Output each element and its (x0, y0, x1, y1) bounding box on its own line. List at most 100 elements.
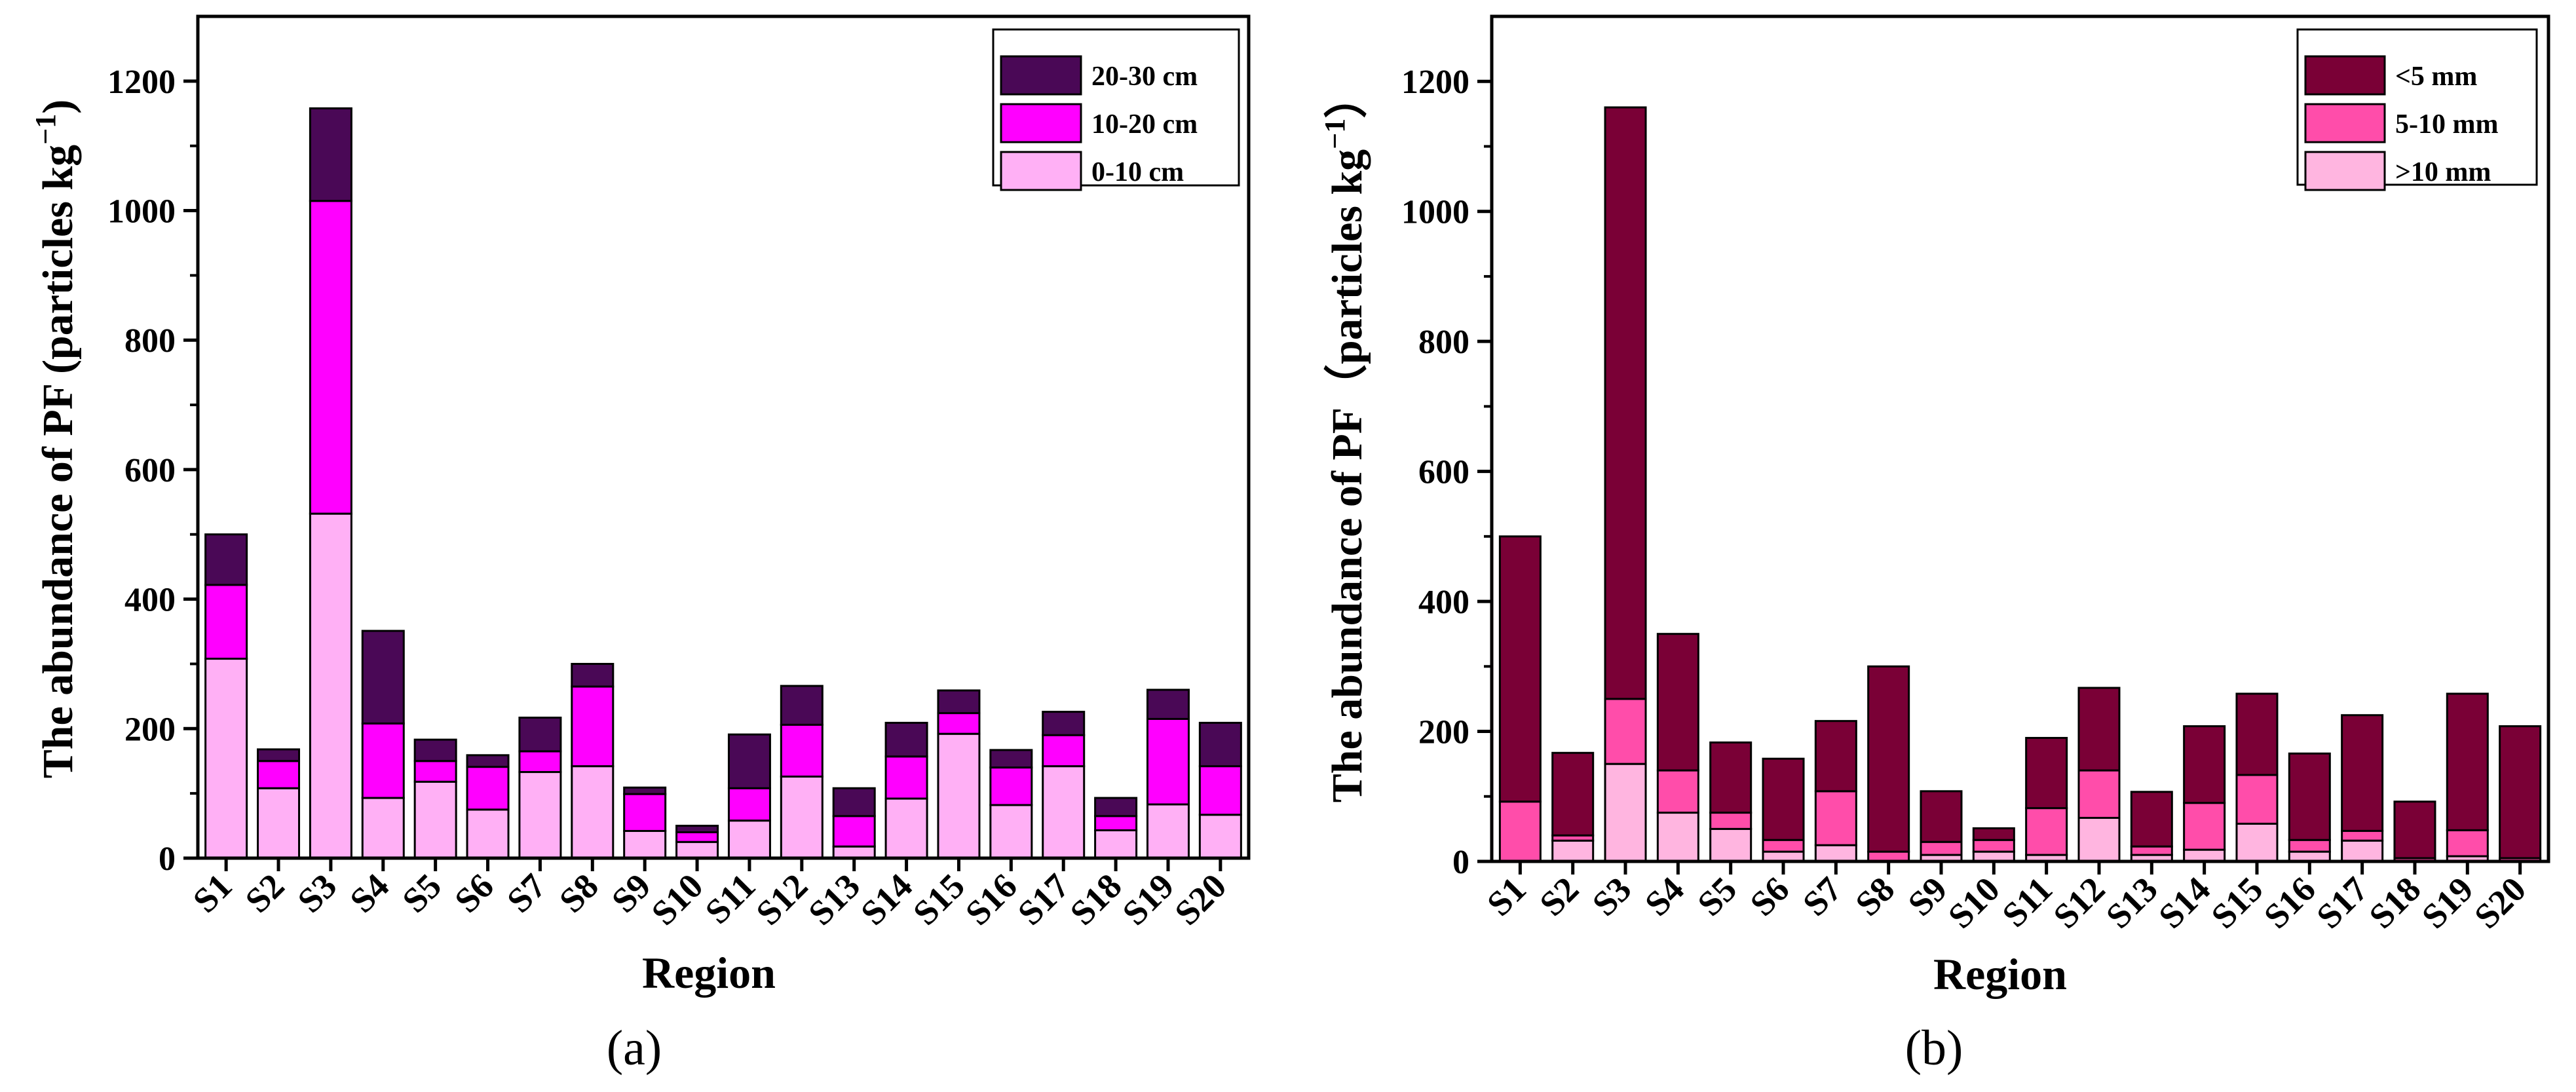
panel-a-bar-s19-series-2 (1146, 688, 1190, 720)
panel-a-bar-s11-series-2 (727, 733, 771, 789)
panel-b-bar-s12-series-2 (2077, 687, 2121, 772)
panel-b-bar-s1-series-1 (1498, 800, 1542, 863)
panel-a-bar-s17-series-2 (1042, 711, 1086, 736)
panel-a-legend-swatch (1000, 151, 1082, 191)
panel-a-bar-s12-series-0 (780, 775, 824, 859)
panel-a-x-tick-label-s7: S7 (499, 866, 554, 920)
panel-b-x-tick-label-s15: S15 (2204, 869, 2271, 936)
panel-a-bar-s15-series-1 (937, 712, 981, 735)
panel-b-bar-s16-series-1 (2288, 838, 2331, 853)
panel-b-bar-s8-series-2 (1867, 665, 1910, 853)
panel-a-bar-s14-series-1 (884, 755, 928, 800)
panel-b-x-tick-label-s4: S4 (1637, 869, 1692, 924)
panel-b-x-tick-label-s6: S6 (1743, 869, 1797, 924)
panel-a-bar-s6-series-2 (466, 754, 510, 768)
panel-a-x-tick-label-s19: S19 (1115, 866, 1182, 933)
panel-b-bar-s5-series-0 (1709, 827, 1752, 863)
panel-a-y-tick-label: 400 (124, 582, 176, 619)
panel-b-bar-s13-series-1 (2130, 845, 2173, 856)
panel-b-bar-s6-series-1 (1762, 838, 1805, 853)
panel-a-bar-s12-series-2 (780, 685, 824, 726)
panel-b-bar-s7-series-2 (1814, 720, 1857, 793)
panel-b-bar-s13-series-2 (2130, 791, 2173, 848)
panel-a-y-axis-title-main: The abundance of PF (particles kg (34, 145, 82, 778)
panel-a-bar-s1-series-0 (204, 658, 248, 859)
panel-b-y-tick-label: 200 (1418, 714, 1469, 751)
panel-a-y-tick-label: 800 (124, 322, 176, 360)
panel-a-bar-s20-series-2 (1198, 721, 1242, 768)
panel-a-bar-s16-series-0 (989, 804, 1033, 859)
panel-b-bar-s5-series-1 (1709, 812, 1752, 830)
panel-b-bar-s10-series-1 (1972, 838, 2015, 853)
panel-b-bar-s9-series-2 (1920, 790, 1963, 843)
panel-b-y-axis-title-main: The abundance of PF（particles kg (1323, 149, 1371, 802)
panel-a-legend-label: 0-10 cm (1091, 157, 1184, 187)
panel-a-y-axis-title-sup: −1 (29, 114, 62, 145)
panel-b-x-tick-label-s13: S13 (2098, 869, 2165, 936)
panel-a-bar-s1-series-2 (204, 533, 248, 586)
panel-b-y-axis-title-sup: −1 (1319, 119, 1351, 149)
panel-a-bar-s2-series-1 (257, 760, 301, 789)
panel-b-bar-s3-series-0 (1604, 763, 1647, 863)
panel-a-bar-s16-series-2 (989, 749, 1033, 769)
panel-b-bar-s2-series-0 (1551, 839, 1595, 863)
panel-a-legend-swatch (1000, 103, 1082, 143)
panel-b-bar-s4-series-2 (1656, 633, 1699, 772)
panel-a-bar-s5-series-0 (413, 780, 457, 859)
panel-a-bar-s11-series-0 (727, 819, 771, 859)
panel-a-bar-s5-series-2 (413, 738, 457, 763)
panel-a-bar-s19-series-0 (1146, 803, 1190, 859)
panel-b-x-axis-title: Region (1933, 949, 2067, 999)
panel-a-bar-s2-series-2 (257, 748, 301, 763)
panel-b-y-axis-title: The abundance of PF（particles kg−1） (1319, 75, 1371, 802)
panel-a-x-tick-label-s5: S5 (394, 866, 449, 920)
panel-b-y-tick-label: 1200 (1401, 64, 1469, 101)
panel-a-y-tick-label: 600 (124, 452, 176, 489)
panel-b-bar-s5-series-2 (1709, 741, 1752, 814)
panel-a-y-tick-label: 1200 (107, 64, 176, 101)
panel-b-bar-s14-series-1 (2183, 802, 2226, 851)
panel-a-bar-s3-series-1 (309, 200, 352, 515)
panel-a-x-tick-label-s15: S15 (905, 866, 972, 933)
panel-b-bar-s19-series-1 (2446, 829, 2489, 857)
panel-a-x-tick-label-s16: S16 (958, 866, 1025, 933)
panel-a-bar-s6-series-1 (466, 766, 510, 811)
panel-b-plot-frame (1490, 14, 2550, 863)
panel-a-label: (a) (607, 1021, 662, 1076)
panel-a-x-axis-title: Region (642, 948, 776, 998)
panel-a-bar-s15-series-0 (937, 732, 981, 859)
panel-b-legend-label: >10 mm (2395, 157, 2491, 187)
panel-b-bar-s16-series-2 (2288, 752, 2331, 841)
panel-b-bar-s14-series-0 (2183, 848, 2226, 863)
chart-panel-a: 020040060080010001200S1S2S3S4S5S6S7S8S9S… (29, 14, 1251, 1076)
panel-a-y-axis-title: The abundance of PF (particles kg−1) (29, 100, 82, 778)
panel-a-bar-s17-series-0 (1042, 765, 1086, 859)
panel-b-bar-s19-series-2 (2446, 692, 2489, 831)
panel-a-bar-s6-series-0 (466, 808, 510, 859)
panel-a-bar-s8-series-0 (571, 765, 615, 859)
panel-b-x-tick-label-s2: S2 (1532, 869, 1586, 924)
panel-b-x-tick-label-s16: S16 (2256, 869, 2323, 936)
panel-a-bar-s17-series-1 (1042, 734, 1086, 768)
panel-a-bar-s13-series-0 (832, 845, 876, 859)
panel-a-legend-label: 20-30 cm (1091, 62, 1198, 92)
panel-b-legend-swatch (2304, 103, 2386, 143)
panel-b-x-tick-label-s5: S5 (1690, 869, 1744, 924)
panel-a-bar-s18-series-1 (1094, 815, 1138, 831)
panel-b-x-tick-label-s11: S11 (1994, 869, 2060, 935)
panel-b-legend: <5 mm 5-10 mm >10 mm (2296, 28, 2538, 191)
panel-a-bar-s13-series-1 (832, 815, 876, 848)
panel-a-bar-s7-series-0 (518, 771, 562, 859)
panel-a-bar-s18-series-2 (1094, 797, 1138, 818)
panel-b-bar-s12-series-1 (2077, 769, 2121, 819)
panel-b-bar-s6-series-2 (1762, 757, 1805, 841)
panel-b-y-tick-label: 400 (1418, 584, 1469, 621)
panel-b-legend-label: <5 mm (2395, 62, 2477, 92)
panel-a-x-tick-label-s13: S13 (801, 866, 867, 933)
panel-a-bar-s9-series-2 (623, 786, 667, 795)
panel-a-bar-s18-series-0 (1094, 829, 1138, 859)
panel-b-bar-s7-series-0 (1814, 844, 1857, 863)
panel-b-legend-swatch (2304, 55, 2386, 96)
panel-b-bar-s12-series-0 (2077, 817, 2121, 863)
